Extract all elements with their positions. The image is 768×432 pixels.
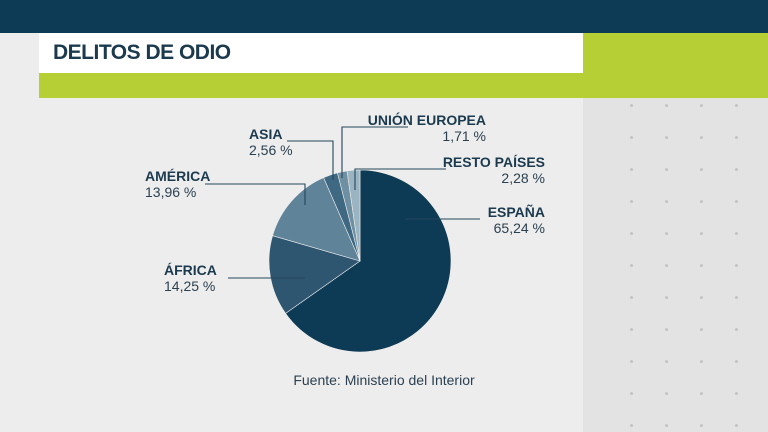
panel-dot: [735, 264, 738, 267]
leader-line-3: [287, 140, 334, 180]
panel-dot: [735, 328, 738, 331]
panel-dot: [735, 392, 738, 395]
panel-dot: [700, 392, 703, 395]
background-panel: [583, 98, 768, 432]
chart-title: DELITOS DE ODIO: [53, 41, 231, 64]
pie-slice-0: [285, 169, 452, 353]
panel-dot: [630, 136, 633, 139]
slice-name-label-2: AMÉRICA: [145, 168, 210, 184]
panel-dot: [700, 360, 703, 363]
title-box: DELITOS DE ODIO: [39, 33, 583, 73]
panel-dot: [700, 296, 703, 299]
slice-value-label-2: 13,96 %: [145, 184, 196, 200]
panel-dot: [630, 296, 633, 299]
panel-dot: [665, 424, 668, 427]
slice-value-label-5: 2,28 %: [501, 170, 545, 186]
slice-name-label-4: UNIÓN EUROPEA: [368, 111, 486, 128]
top-bar: [0, 0, 768, 33]
panel-dot: [630, 328, 633, 331]
source-text: Fuente: Ministerio del Interior: [293, 372, 475, 388]
panel-dot: [665, 360, 668, 363]
panel-dot: [700, 136, 703, 139]
panel-dot: [665, 296, 668, 299]
panel-dot: [700, 232, 703, 235]
panel-dot: [665, 328, 668, 331]
panel-dot: [665, 232, 668, 235]
panel-dot: [700, 424, 703, 427]
panel-dot: [630, 392, 633, 395]
panel-dot: [735, 200, 738, 203]
panel-dot: [665, 392, 668, 395]
slice-value-label-1: 14,25 %: [164, 278, 215, 294]
pie-slice-1: [268, 235, 361, 314]
panel-dot: [630, 104, 633, 107]
panel-dot: [700, 328, 703, 331]
panel-dot: [735, 360, 738, 363]
panel-dot: [700, 264, 703, 267]
panel-dot: [630, 232, 633, 235]
leader-line-4: [341, 126, 408, 178]
pie-slice-5: [346, 169, 361, 262]
slice-name-label-1: ÁFRICA: [164, 262, 217, 278]
slice-value-label-4: 1,71 %: [442, 128, 486, 144]
panel-dot: [700, 168, 703, 171]
panel-dot: [630, 424, 633, 427]
panel-dot: [665, 168, 668, 171]
panel-dot: [630, 360, 633, 363]
slice-name-label-3: ASIA: [249, 126, 282, 142]
slice-value-label-3: 2,56 %: [249, 142, 293, 158]
leader-line-5: [354, 168, 446, 190]
slice-value-label-0: 65,24 %: [494, 220, 545, 236]
leader-line-2: [205, 183, 306, 205]
panel-dot: [665, 136, 668, 139]
slice-name-label-0: ESPAÑA: [488, 203, 545, 220]
panel-dot: [735, 424, 738, 427]
panel-dot: [735, 168, 738, 171]
panel-dot: [700, 200, 703, 203]
panel-dot: [735, 232, 738, 235]
panel-dot: [735, 136, 738, 139]
panel-dot: [630, 200, 633, 203]
panel-dot: [630, 264, 633, 267]
panel-dot: [665, 264, 668, 267]
panel-dot: [735, 296, 738, 299]
panel-dot: [665, 104, 668, 107]
slice-name-label-5: RESTO PAÍSES: [443, 154, 545, 170]
panel-dot: [735, 104, 738, 107]
panel-dot: [630, 168, 633, 171]
source-note: Fuente: Ministerio del Interior: [0, 372, 768, 388]
pie-slice-2: [272, 177, 361, 262]
panel-dot: [700, 104, 703, 107]
panel-dot: [665, 200, 668, 203]
